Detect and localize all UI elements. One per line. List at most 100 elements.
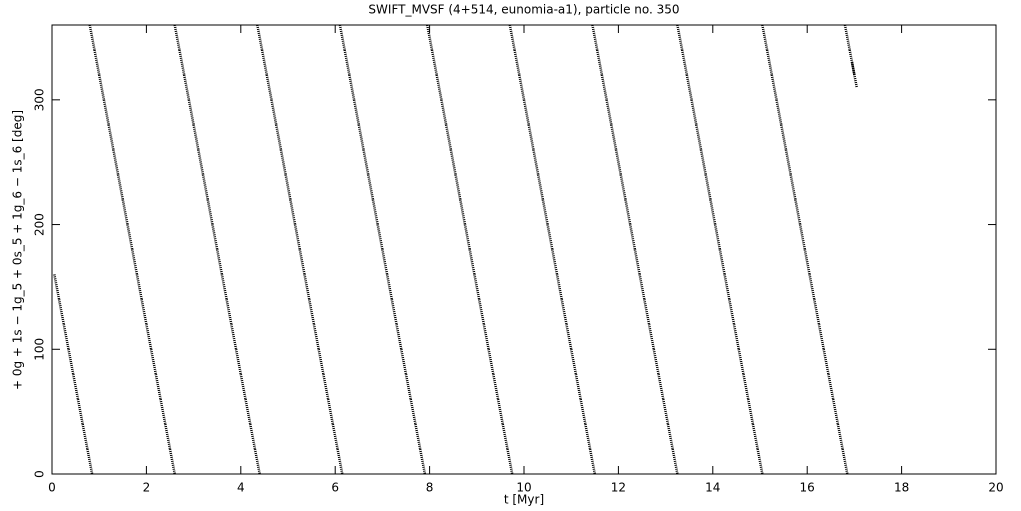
point-cluster [289,199,297,225]
point-cluster [331,423,339,450]
point-cluster [62,324,70,350]
y-tick-label: 100 [33,338,47,361]
point-cluster [751,423,759,450]
point-cluster [591,24,599,51]
point-cluster [775,99,783,126]
point-cluster [473,274,481,300]
point-cluster [789,174,797,200]
point-cluster [595,49,604,76]
point-cluster [317,349,325,375]
point-cluster [400,349,408,375]
point-cluster [260,49,268,76]
point-cluster [293,224,302,250]
point-cluster [761,24,769,51]
point-cluster [657,373,665,400]
point-cluster [454,174,462,200]
point-cluster [116,174,125,200]
point-cluster [843,24,851,51]
point-cluster [492,373,500,400]
x-tick-label: 4 [237,481,245,495]
point-cluster [126,224,134,250]
point-cluster [676,24,684,51]
point-cluster [822,349,830,375]
point-cluster [418,448,427,475]
point-cluster [390,299,398,325]
point-cluster [336,448,344,475]
point-cluster [518,74,526,101]
point-cluster [149,349,158,375]
point-cluster [546,224,554,250]
point-cluster [841,448,849,475]
x-tick-label: 0 [48,481,56,495]
point-cluster [168,448,176,475]
point-cluster [506,448,514,475]
x-axis-label: t [Myr] [504,493,544,507]
x-tick-label: 14 [705,481,720,495]
point-cluster [813,299,821,325]
point-cluster [102,99,110,126]
point-cluster [230,324,238,350]
point-cluster [513,49,521,76]
point-cluster [244,398,252,425]
point-cluster [643,299,651,325]
point-cluster [253,448,261,475]
point-cluster [732,324,740,350]
point-cluster [482,324,490,350]
x-tick-label: 2 [143,481,151,495]
point-cluster [508,24,516,51]
point-cluster [836,423,844,450]
point-cluster [298,249,306,275]
point-cluster [135,274,143,300]
point-cluster [178,49,186,76]
point-cluster [532,149,540,175]
point-cluster [206,199,214,225]
point-cluster [728,299,736,325]
point-cluster [746,398,755,425]
y-tick-label: 300 [33,88,47,111]
point-cluster [274,124,283,150]
point-cluster [381,249,389,275]
point-cluster [154,373,162,400]
point-cluster [555,274,563,300]
point-cluster [614,149,622,175]
y-tick-label: 200 [33,213,47,236]
point-cluster [709,199,717,225]
point-cluster [784,149,792,175]
point-cluster [362,149,370,175]
point-cluster [463,224,471,250]
point-cluster [395,324,403,350]
y-tick-label: 0 [33,470,47,478]
point-cluster [404,373,412,400]
point-cluster [808,274,816,300]
point-cluster [527,124,535,150]
point-cluster [449,149,457,175]
point-cluster [671,448,679,475]
point-cluster [569,349,578,375]
point-cluster [522,99,530,126]
point-cluster [610,124,618,150]
point-cluster [67,349,75,375]
point-cluster [624,199,632,225]
point-cluster [352,99,361,126]
point-cluster [742,373,750,400]
point-cluster [459,199,467,225]
point-cluster [690,99,698,126]
point-cluster [756,448,764,475]
point-cluster [88,24,96,51]
point-cluster [477,299,486,325]
point-cluster [72,373,80,400]
point-cluster [225,299,233,325]
point-cluster [348,74,356,101]
point-cluster [695,124,703,150]
point-cluster [628,224,637,250]
point-cluster [385,274,394,300]
x-tick-label: 8 [426,481,434,495]
point-cluster [76,398,84,425]
point-cluster [220,274,228,300]
point-cluster [414,423,422,450]
point-cluster [308,299,316,325]
point-cluster [279,149,287,175]
point-cluster [112,149,120,175]
point-cluster [239,373,247,400]
